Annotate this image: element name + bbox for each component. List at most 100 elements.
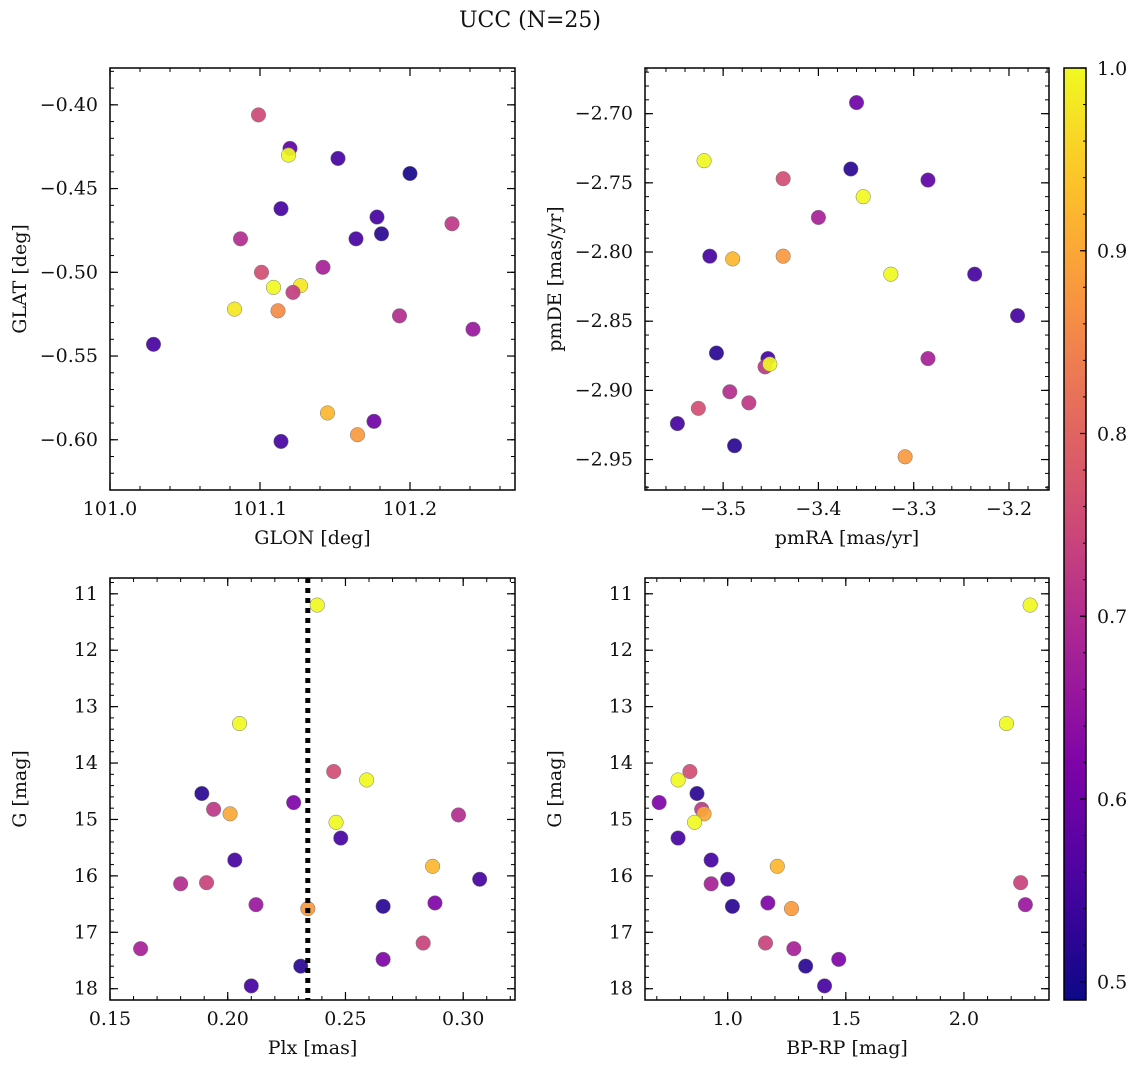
scatter-point: [855, 189, 871, 205]
y-tick-label: 16: [609, 865, 633, 887]
scatter-point: [775, 171, 791, 187]
y-tick-label: 18: [74, 978, 98, 1000]
y-axis-label: GLAT [deg]: [9, 224, 31, 334]
scatter-point: [250, 107, 267, 123]
y-axis-label: pmDE [mas/yr]: [544, 206, 566, 351]
scatter-point: [273, 433, 289, 449]
scatter-point: [265, 279, 282, 295]
scatter-point: [427, 895, 443, 911]
scatter-point: [920, 172, 936, 188]
y-tick-label: −2.70: [575, 103, 633, 125]
scatter-point: [1017, 897, 1033, 913]
x-axis-label: GLON [deg]: [254, 527, 370, 549]
scatter-point: [270, 303, 286, 319]
y-tick-label: 11: [74, 583, 98, 605]
y-tick-label: 15: [609, 808, 633, 830]
scatter-point: [391, 308, 408, 324]
scatter-point: [722, 384, 738, 400]
y-tick-label: 17: [74, 921, 98, 943]
x-tick-label: 2.0: [949, 1008, 979, 1030]
y-tick-label: −0.40: [40, 94, 98, 116]
scatter-point: [133, 941, 149, 957]
scatter-point: [273, 201, 289, 217]
scatter-point: [689, 785, 705, 802]
y-tick-label: 11: [609, 583, 633, 605]
panel-pmra-pmde: −3.5 −3.4 −3.3 −3.2 −2.95 −2.90 −2.85 −2.80 −2.7…: [544, 67, 1050, 549]
y-tick-label: 15: [74, 808, 98, 830]
x-tick-label: −3.4: [795, 498, 841, 520]
scatter-point: [708, 345, 725, 361]
x-tick-label: −3.3: [891, 498, 937, 520]
y-tick-label: 12: [609, 639, 633, 661]
scatter-point: [810, 209, 826, 225]
scatter-point: [757, 935, 774, 951]
scatter-point: [670, 772, 686, 788]
y-tick-label: 17: [609, 921, 633, 943]
scatter-point: [848, 95, 865, 111]
plot-frame: [109, 577, 516, 1001]
scatter-point: [444, 216, 460, 232]
scatter-point: [703, 876, 719, 892]
y-tick-label: −0.45: [40, 178, 98, 200]
scatter-point: [727, 438, 743, 454]
scatter-point: [760, 895, 776, 911]
scatter-point: [232, 231, 249, 247]
x-tick-label: 101.0: [83, 498, 137, 520]
y-axis-label: G [mag]: [544, 750, 566, 828]
scatter-point: [293, 958, 309, 974]
scatter-point: [206, 801, 222, 817]
x-axis-label: Plx [mas]: [268, 1037, 358, 1059]
scatter-point: [831, 951, 847, 967]
y-tick-label: −2.75: [575, 172, 633, 194]
scatter-point: [682, 763, 698, 780]
scatter-point: [690, 400, 706, 416]
panel-bprp-g: 1.0 1.5 2.0 11 12 13 14 15 16 17 18 BP-RP [mag] G [m…: [544, 577, 1050, 1059]
scatter-point: [349, 427, 366, 443]
scatter-point: [724, 898, 740, 914]
y-tick-label: 14: [609, 752, 633, 774]
scatter-point: [798, 958, 814, 974]
scatter-point: [330, 150, 346, 166]
plot-frame: [644, 67, 1050, 491]
colorbar-tick-label: 1.0: [1097, 58, 1127, 80]
scatter-point: [373, 226, 390, 242]
scatter-point: [465, 321, 481, 337]
scatter-point: [725, 251, 741, 267]
scatter-point: [720, 871, 736, 887]
y-tick-label: 18: [609, 978, 633, 1000]
y-tick-label: 14: [74, 752, 98, 774]
x-tick-label: 0.30: [442, 1008, 484, 1030]
scatter-point: [333, 830, 349, 846]
scatter-point: [285, 284, 301, 300]
scatter-point: [226, 301, 243, 317]
scatter-point: [315, 259, 331, 275]
scatter-point: [253, 264, 270, 280]
x-tick-label: 0.25: [324, 1008, 366, 1030]
scatter-point: [328, 814, 344, 830]
colorbar: 0.5 0.6 0.7 0.8 0.9 1.0: [1063, 58, 1127, 1001]
scatter-point: [366, 413, 382, 429]
y-tick-label: 16: [74, 865, 98, 887]
scatter-point: [402, 165, 418, 182]
y-tick-label: −0.55: [40, 345, 98, 367]
scatter-point: [348, 231, 364, 247]
x-tick-label: 1.5: [831, 1008, 861, 1030]
scatter-point: [1010, 308, 1026, 324]
scatter-point: [703, 852, 719, 868]
scatter-point: [198, 875, 215, 891]
scatter-point: [670, 830, 686, 846]
scatter-point: [472, 871, 488, 887]
colorbar-gradient: [1063, 67, 1087, 1001]
scatter-point: [425, 858, 441, 874]
scatter-point: [702, 248, 718, 264]
colorbar-tick-label: 0.6: [1097, 789, 1127, 811]
scatter-point: [280, 147, 297, 163]
scatter-point: [669, 416, 685, 432]
y-tick-label: −2.95: [575, 449, 633, 471]
scatter-point: [1013, 875, 1029, 891]
colorbar-tick-label: 0.5: [1097, 972, 1127, 994]
scatter-point: [783, 901, 800, 917]
scatter-point: [651, 794, 667, 811]
scatter-point: [817, 978, 833, 994]
plot-frame: [109, 67, 516, 491]
